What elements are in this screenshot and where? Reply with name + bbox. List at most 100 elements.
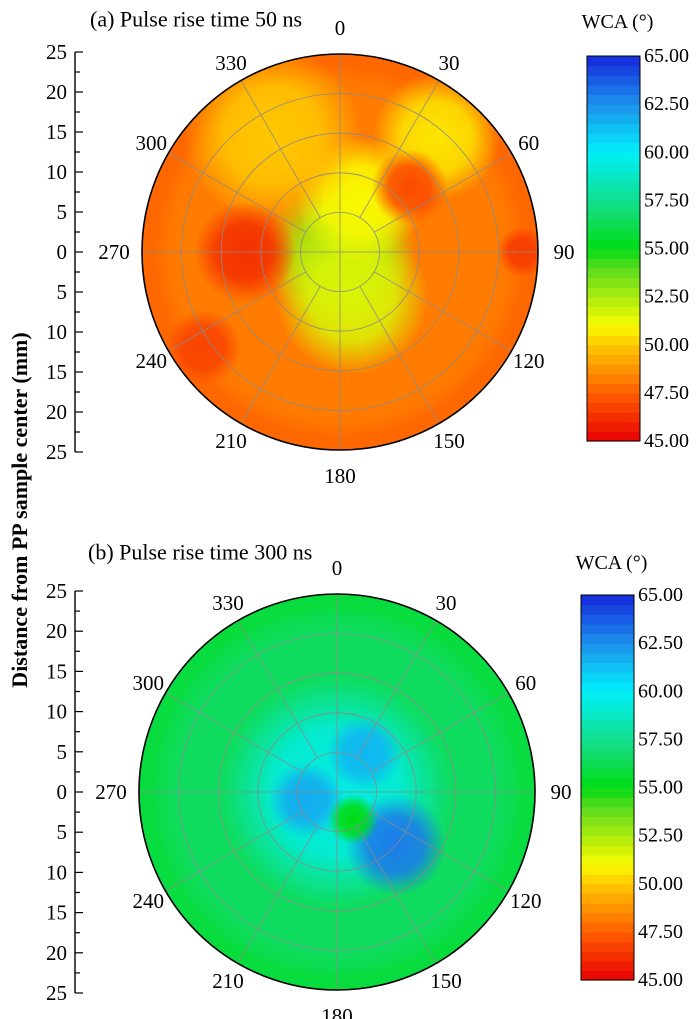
- colorbar-segment: [587, 161, 640, 173]
- colorbar-tick-label: 65.00: [644, 45, 689, 67]
- colorbar-tick-label: 60.00: [644, 141, 689, 163]
- colorbar-segment: [587, 354, 640, 365]
- radial-tick-label: 20: [46, 619, 67, 643]
- radial-tick-label: 25: [46, 579, 67, 603]
- colorbar-segment: [587, 152, 640, 163]
- radial-tick-label: 20: [46, 400, 67, 424]
- angle-tick-label: 30: [436, 591, 457, 615]
- angle-tick-label: 270: [95, 780, 127, 804]
- colorbar-tick-label: 47.50: [644, 382, 689, 404]
- colorbar-segment: [581, 604, 634, 615]
- angle-tick-label: 300: [135, 131, 167, 155]
- colorbar-segment: [581, 691, 634, 702]
- radial-tick-label: 15: [46, 901, 67, 925]
- angle-tick-label: 30: [439, 51, 460, 75]
- grid-spoke: [168, 271, 306, 352]
- colorbar-segment: [587, 200, 640, 211]
- grid-spoke: [237, 826, 318, 964]
- contour-region: [276, 221, 429, 374]
- angle-tick-label: 210: [215, 429, 247, 453]
- colorbar-segment: [581, 835, 634, 846]
- colorbar-segment: [587, 142, 640, 153]
- colorbar-border: [586, 55, 641, 442]
- colorbar-segment: [581, 643, 634, 654]
- colorbar-segment: [581, 758, 634, 769]
- grid-spoke: [371, 692, 509, 773]
- contour-region: [165, 309, 242, 386]
- grid-spoke: [240, 80, 321, 218]
- colorbar-segment: [587, 431, 640, 442]
- panel-title: (b) Pulse rise time 300 ns: [88, 540, 312, 565]
- grid-spoke: [371, 811, 509, 892]
- colorbar-segment: [581, 931, 634, 943]
- colorbar-segment: [587, 181, 640, 192]
- colorbar-segment: [581, 874, 634, 885]
- grid-spoke: [165, 811, 303, 892]
- radial-tick-label: 5: [57, 280, 68, 304]
- angle-tick-label: 150: [430, 969, 462, 993]
- angle-tick-label: 180: [321, 1004, 353, 1019]
- colorbar-tick-label: 57.50: [644, 189, 689, 211]
- colorbar-tick-label: 55.00: [638, 777, 683, 799]
- colorbar-segment: [581, 729, 634, 740]
- colorbar-segment: [587, 56, 640, 67]
- colorbar-segment: [587, 113, 640, 124]
- grid-spoke: [359, 286, 440, 424]
- colorbar-segment: [587, 229, 640, 240]
- colorbar-tick-label: 50.00: [638, 873, 683, 895]
- grid-spoke: [168, 152, 306, 233]
- angle-tick-label: 0: [335, 16, 346, 40]
- angle-tick-label: 90: [551, 780, 572, 804]
- colorbar-segment: [581, 739, 634, 750]
- colorbar-segment: [587, 412, 640, 423]
- colorbar-segment: [581, 951, 634, 962]
- radial-tick-label: 5: [57, 740, 68, 764]
- colorbar-segment: [587, 84, 640, 96]
- colorbar-tick-label: 62.50: [638, 632, 683, 654]
- colorbar-tick-label: 60.00: [638, 680, 683, 702]
- colorbar: 45.00 47.50 50.00 52.50 55.00 57.50 60.00 62.50…: [582, 11, 689, 452]
- colorbar-segment: [581, 787, 634, 798]
- angle-tick-label: 120: [513, 349, 545, 373]
- colorbar-segment: [581, 893, 634, 904]
- radial-tick-label: 10: [46, 700, 67, 724]
- colorbar-segment: [581, 623, 634, 635]
- angle-tick-label: 60: [515, 671, 536, 695]
- contour-region: [268, 762, 345, 839]
- radial-tick-label: 10: [46, 860, 67, 884]
- angle-tick-label: 60: [518, 131, 539, 155]
- colorbar-segment: [587, 315, 640, 327]
- colorbar-label: WCA (°): [576, 552, 648, 574]
- contour-field: [142, 54, 538, 450]
- radial-tick-label: 15: [46, 360, 67, 384]
- colorbar-segment: [587, 267, 640, 278]
- grid-spoke: [356, 620, 437, 758]
- colorbar-segment: [581, 922, 634, 933]
- grid-spoke: [359, 80, 440, 218]
- radial-tick-label: 0: [57, 240, 68, 264]
- colorbar-segment: [581, 749, 634, 760]
- colorbar-segment: [581, 681, 634, 692]
- colorbar-segment: [587, 258, 640, 269]
- colorbar-tick-label: 50.00: [644, 334, 689, 356]
- colorbar-segment: [581, 595, 634, 606]
- colorbar-segment: [581, 816, 634, 827]
- colorbar-segment: [581, 941, 634, 952]
- colorbar-segment: [581, 662, 634, 673]
- colorbar-segment: [587, 277, 640, 288]
- colorbar-tick-label: 52.50: [644, 286, 689, 308]
- plot-border: [141, 53, 539, 451]
- colorbar-segment: [581, 768, 634, 779]
- radial-tick-label: 25: [46, 440, 67, 464]
- grid-spoke: [374, 152, 512, 233]
- colorbar-segment: [581, 826, 634, 837]
- colorbar: 45.00 47.50 50.00 52.50 55.00 57.50 60.00 62.50…: [576, 552, 683, 991]
- colorbar-tick-label: 62.50: [644, 93, 689, 115]
- radial-tick-label: 0: [57, 780, 68, 804]
- colorbar-segment: [581, 960, 634, 971]
- contour-region: [371, 149, 448, 226]
- colorbar-segment: [581, 883, 634, 894]
- contour-region: [327, 794, 379, 845]
- colorbar-segment: [587, 133, 640, 144]
